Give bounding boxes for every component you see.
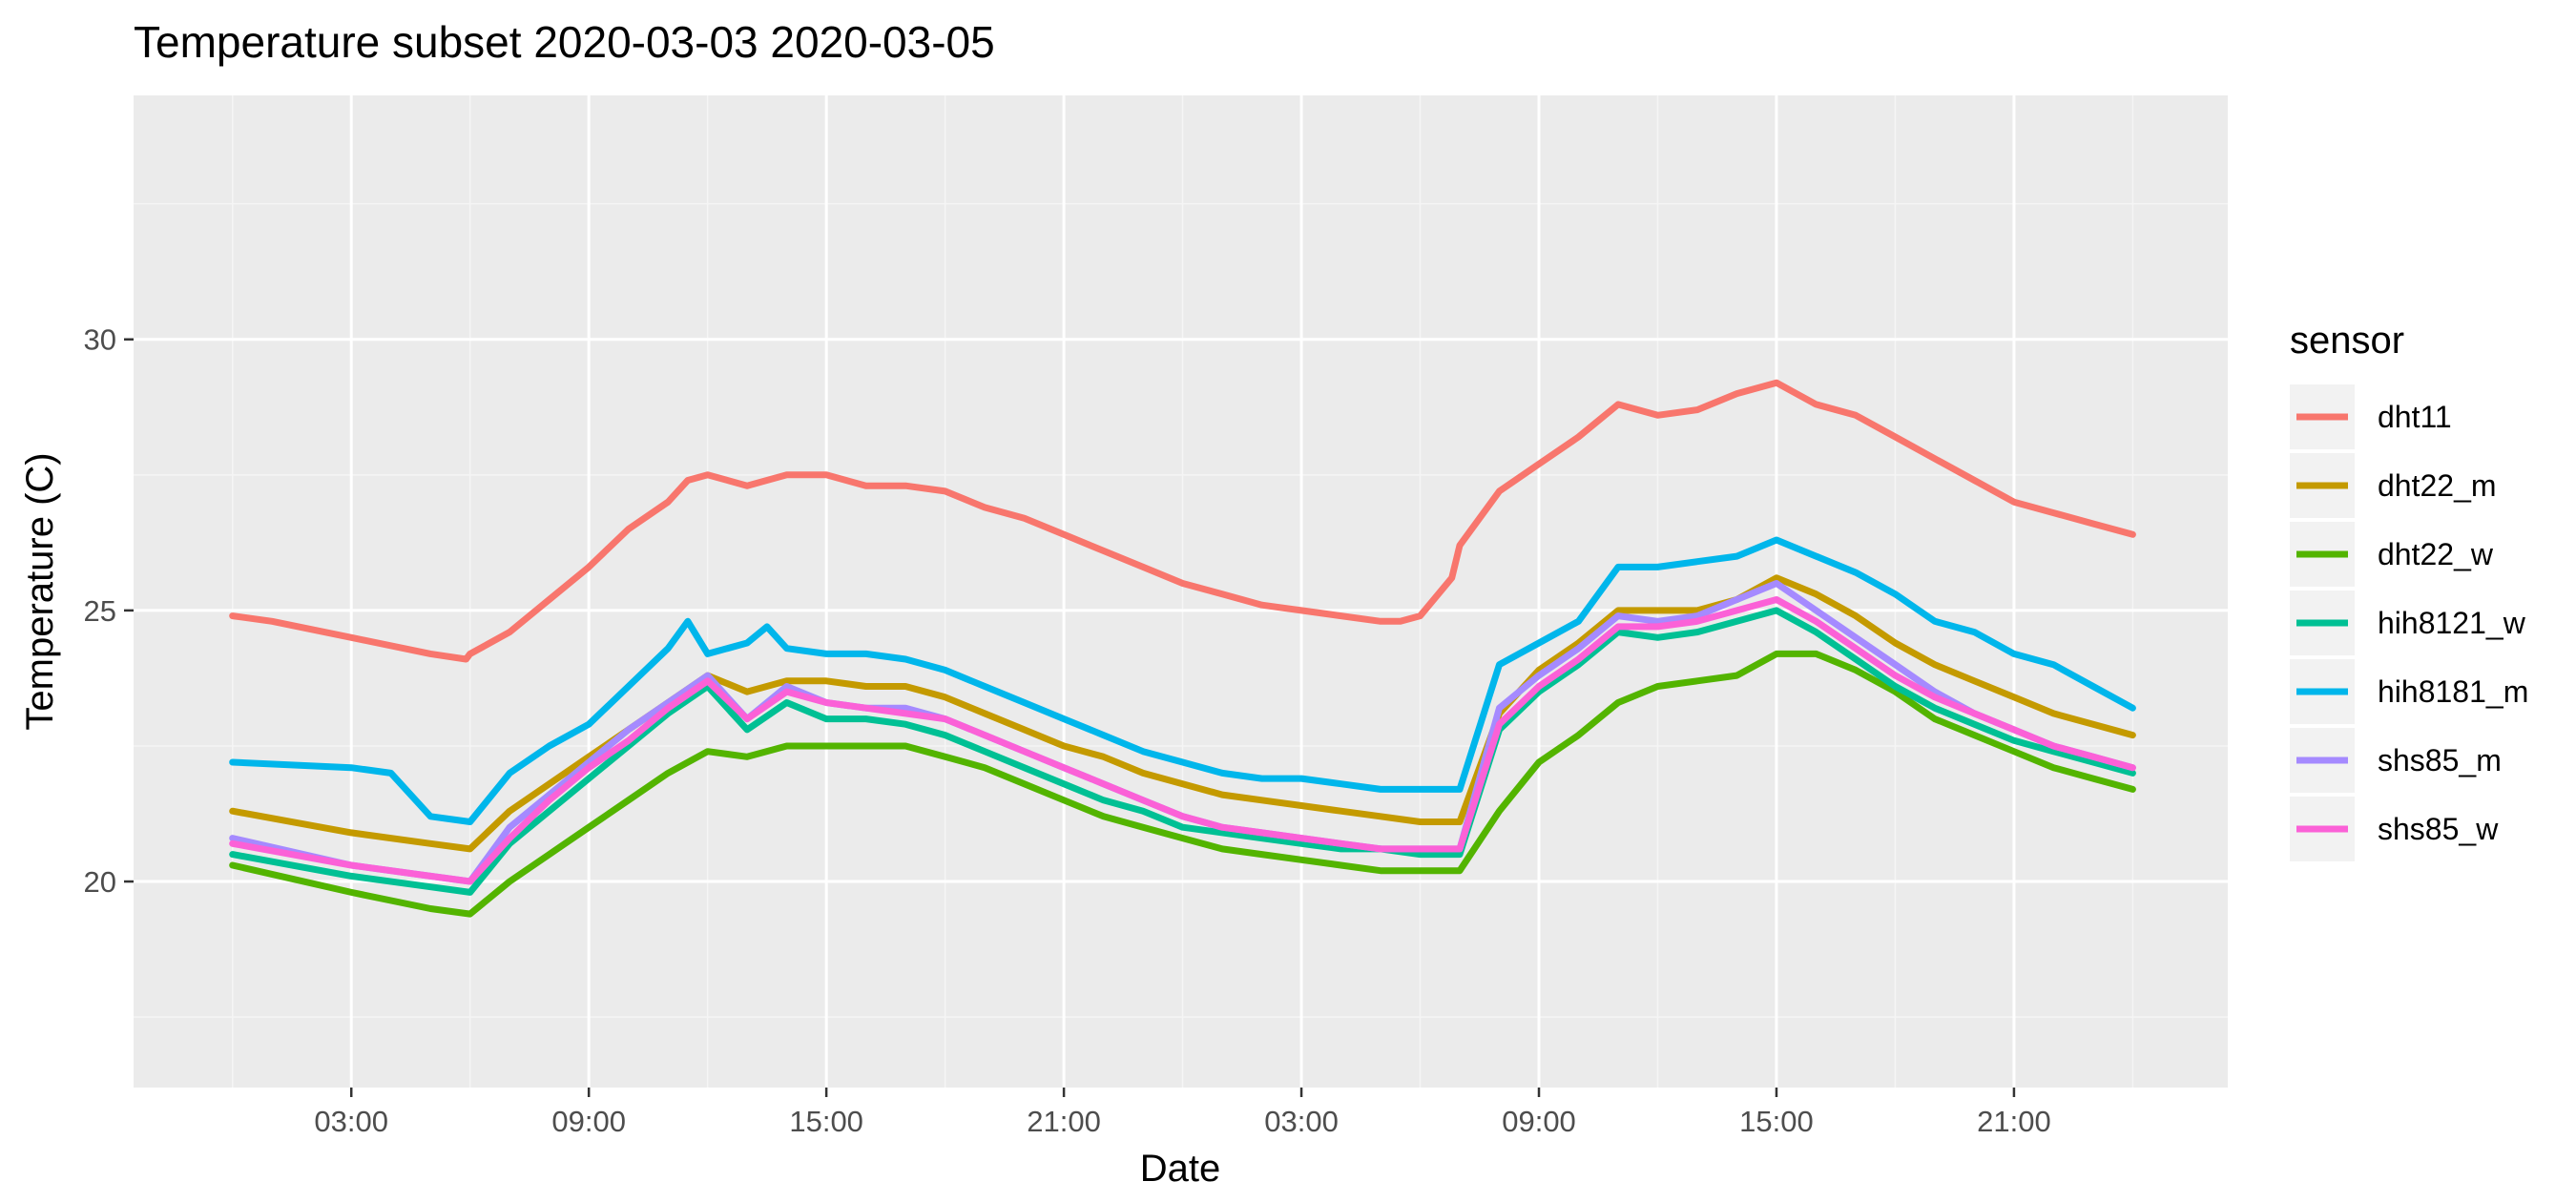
legend-label-dht22-m: dht22_m	[2378, 468, 2497, 503]
x-tick-label: 15:00	[789, 1105, 863, 1138]
y-tick-label: 25	[84, 594, 116, 628]
grid-lines	[134, 95, 2228, 1088]
legend-label-hih8181-m: hih8181_m	[2378, 674, 2528, 709]
series-line-hih8181-m	[229, 536, 2136, 825]
x-tick-label: 09:00	[1502, 1105, 1576, 1138]
x-tick-label: 15:00	[1739, 1105, 1814, 1138]
series-line-dht22-w	[229, 650, 2136, 918]
legend-label-hih8121-w: hih8121_w	[2378, 606, 2526, 640]
series-line-hih8121-w	[229, 607, 2136, 896]
legend: sensor dht11 dht22_m dht22_w hih8121_w hih81…	[2290, 320, 2528, 861]
axes: 03:00 09:00 15:00 21:00 03:00 09:00 15:00 21:00…	[84, 323, 2051, 1138]
series-lines	[229, 379, 2136, 918]
x-axis-title: Date	[1140, 1148, 1221, 1190]
legend-label-shs85-m: shs85_m	[2378, 743, 2502, 777]
chart-title: Temperature subset 2020-03-03 2020-03-05	[134, 17, 995, 67]
x-tick-label: 09:00	[551, 1105, 626, 1138]
x-tick-label: 03:00	[314, 1105, 388, 1138]
series-line-dht11	[229, 379, 2136, 663]
x-tick-label: 03:00	[1264, 1105, 1339, 1138]
legend-label-dht11: dht11	[2378, 400, 2452, 434]
series-line-shs85-w	[229, 596, 2136, 885]
y-tick-label: 30	[84, 323, 116, 357]
y-axis-title: Temperature (C)	[19, 452, 61, 730]
legend-label-shs85-w: shs85_w	[2378, 812, 2499, 846]
x-tick-label: 21:00	[1027, 1105, 1101, 1138]
x-tick-label: 21:00	[1977, 1105, 2051, 1138]
legend-label-dht22-w: dht22_w	[2378, 537, 2494, 571]
plot-background	[134, 95, 2228, 1088]
legend-title: sensor	[2290, 320, 2404, 362]
y-tick-label: 20	[84, 865, 116, 899]
